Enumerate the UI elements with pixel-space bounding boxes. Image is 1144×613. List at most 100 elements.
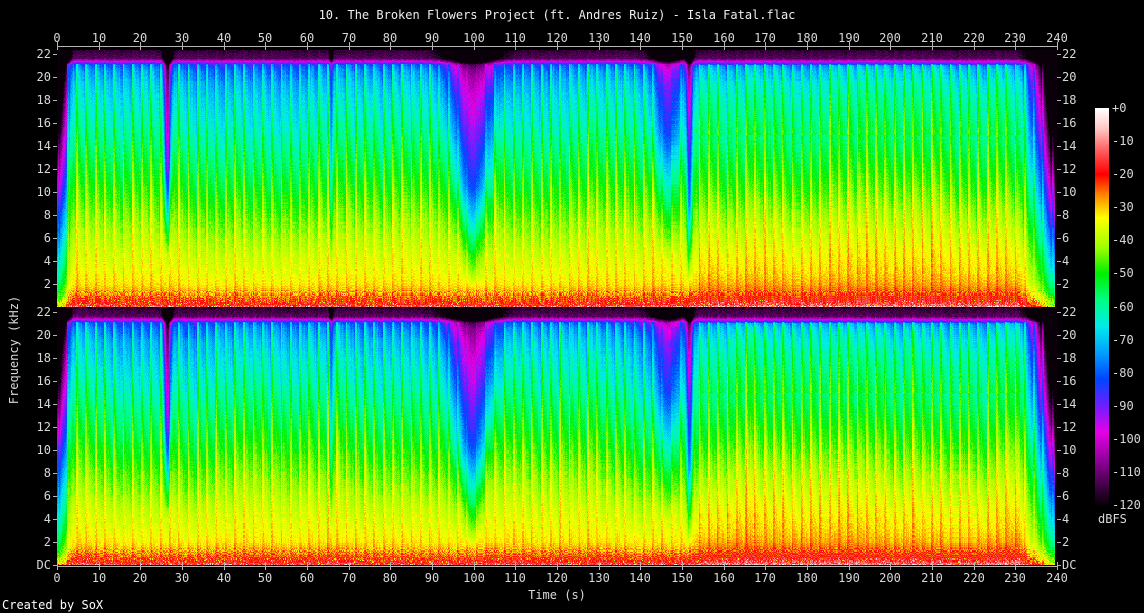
time-tick-bottom — [307, 562, 308, 570]
time-tick-bottom — [557, 562, 558, 570]
freq-tick-right — [1057, 77, 1061, 78]
time-tick-bottom — [99, 562, 100, 570]
freq-tick-right — [1057, 100, 1061, 101]
time-tick-label-top: 10 — [91, 31, 107, 45]
time-tick-label-bottom: 110 — [504, 571, 526, 585]
time-tick-top — [515, 42, 516, 50]
time-tick-top — [599, 42, 600, 50]
freq-tick-label-left-ch1: 6 — [43, 231, 51, 245]
colorbar-tick-label: +0 — [1112, 101, 1127, 115]
time-tick-label-bottom: 80 — [382, 571, 398, 585]
freq-tick-right — [1057, 519, 1061, 520]
time-tick-top — [57, 42, 58, 50]
freq-tick-right — [1057, 565, 1061, 566]
time-tick-top — [807, 42, 808, 50]
freq-tick-label-left-ch2: DC — [36, 558, 51, 572]
freq-tick-label-left-ch2: 4 — [43, 512, 51, 526]
time-tick-label-bottom: 40 — [216, 571, 232, 585]
freq-tick-label-right-ch2: 6 — [1062, 489, 1070, 503]
time-axis-label: Time (s) — [528, 588, 586, 602]
time-tick-label-top: 170 — [754, 31, 776, 45]
freq-tick-left — [53, 261, 57, 262]
colorbar-tick-label: -80 — [1112, 366, 1134, 380]
spectrogram-channel-2 — [57, 308, 1057, 565]
freq-tick-label-right-ch2: 2 — [1062, 535, 1070, 549]
freq-tick-label-left-ch2: 8 — [43, 466, 51, 480]
freq-tick-left — [53, 381, 57, 382]
freq-tick-label-right-ch1: 22 — [1062, 47, 1077, 61]
time-tick-bottom — [265, 562, 266, 570]
freq-tick-label-left-ch1: 2 — [43, 277, 51, 291]
time-tick-top — [1015, 42, 1016, 50]
time-tick-bottom — [724, 562, 725, 570]
time-tick-bottom — [182, 562, 183, 570]
freq-tick-label-right-ch1: 18 — [1062, 93, 1077, 107]
time-tick-label-top: 40 — [216, 31, 232, 45]
time-tick-label-bottom: 70 — [341, 571, 357, 585]
time-tick-top — [849, 42, 850, 50]
freq-tick-label-left-ch1: 14 — [36, 139, 51, 153]
colorbar-tick-label: -70 — [1112, 333, 1134, 347]
colorbar-tick-label: -30 — [1112, 200, 1134, 214]
freq-tick-label-right-ch1: 20 — [1062, 70, 1077, 84]
freq-tick-left — [53, 404, 57, 405]
freq-tick-label-right-ch2: 12 — [1062, 420, 1077, 434]
freq-tick-left — [53, 54, 57, 55]
time-tick-label-top: 60 — [299, 31, 315, 45]
time-tick-label-bottom: 60 — [299, 571, 315, 585]
time-tick-label-top: 130 — [588, 31, 610, 45]
time-tick-top — [432, 42, 433, 50]
time-tick-label-top: 120 — [546, 31, 568, 45]
freq-tick-label-left-ch1: 4 — [43, 254, 51, 268]
colorbar-tick-label: -60 — [1112, 300, 1134, 314]
colorbar-tick-label: -110 — [1112, 465, 1141, 479]
time-tick-top — [307, 42, 308, 50]
freq-tick-left — [53, 542, 57, 543]
colorbar-tick-label: -20 — [1112, 167, 1134, 181]
colorbar-tick-label: -10 — [1112, 134, 1134, 148]
time-tick-label-top: 0 — [53, 31, 61, 45]
freq-tick-left — [53, 519, 57, 520]
time-tick-bottom — [390, 562, 391, 570]
time-tick-bottom — [515, 562, 516, 570]
colorbar-tick-label: -50 — [1112, 266, 1134, 280]
time-tick-bottom — [1015, 562, 1016, 570]
time-tick-label-bottom: 210 — [921, 571, 943, 585]
freq-tick-label-left-ch1: 12 — [36, 162, 51, 176]
freq-tick-right — [1057, 238, 1061, 239]
time-tick-label-bottom: 220 — [963, 571, 985, 585]
freq-tick-left — [53, 358, 57, 359]
freq-tick-right — [1057, 381, 1061, 382]
time-tick-label-bottom: 10 — [91, 571, 107, 585]
freq-tick-label-right-ch2: 8 — [1062, 466, 1070, 480]
freq-tick-label-right-ch1: 8 — [1062, 208, 1070, 222]
freq-tick-right — [1057, 335, 1061, 336]
time-tick-label-top: 150 — [671, 31, 693, 45]
freq-tick-left — [53, 427, 57, 428]
time-tick-bottom — [57, 562, 58, 570]
freq-tick-label-right-ch1: 16 — [1062, 116, 1077, 130]
time-tick-label-top: 30 — [174, 31, 190, 45]
time-tick-bottom — [1057, 562, 1058, 570]
freq-tick-label-right-ch2: 4 — [1062, 512, 1070, 526]
time-tick-bottom — [807, 562, 808, 570]
freq-tick-label-right-ch2: 14 — [1062, 397, 1077, 411]
time-tick-bottom — [640, 562, 641, 570]
time-tick-top — [890, 42, 891, 50]
freq-tick-label-left-ch1: 16 — [36, 116, 51, 130]
freq-tick-label-left-ch1: 8 — [43, 208, 51, 222]
time-tick-bottom — [349, 562, 350, 570]
freq-tick-left — [53, 335, 57, 336]
freq-tick-right — [1057, 450, 1061, 451]
time-tick-bottom — [765, 562, 766, 570]
freq-tick-label-left-ch2: 22 — [36, 305, 51, 319]
freq-tick-right — [1057, 542, 1061, 543]
freq-tick-left — [53, 238, 57, 239]
time-tick-label-bottom: 30 — [174, 571, 190, 585]
freq-tick-right — [1057, 358, 1061, 359]
time-tick-top — [182, 42, 183, 50]
freq-tick-right — [1057, 192, 1061, 193]
time-tick-top — [265, 42, 266, 50]
time-tick-top — [349, 42, 350, 50]
time-tick-label-top: 50 — [257, 31, 273, 45]
